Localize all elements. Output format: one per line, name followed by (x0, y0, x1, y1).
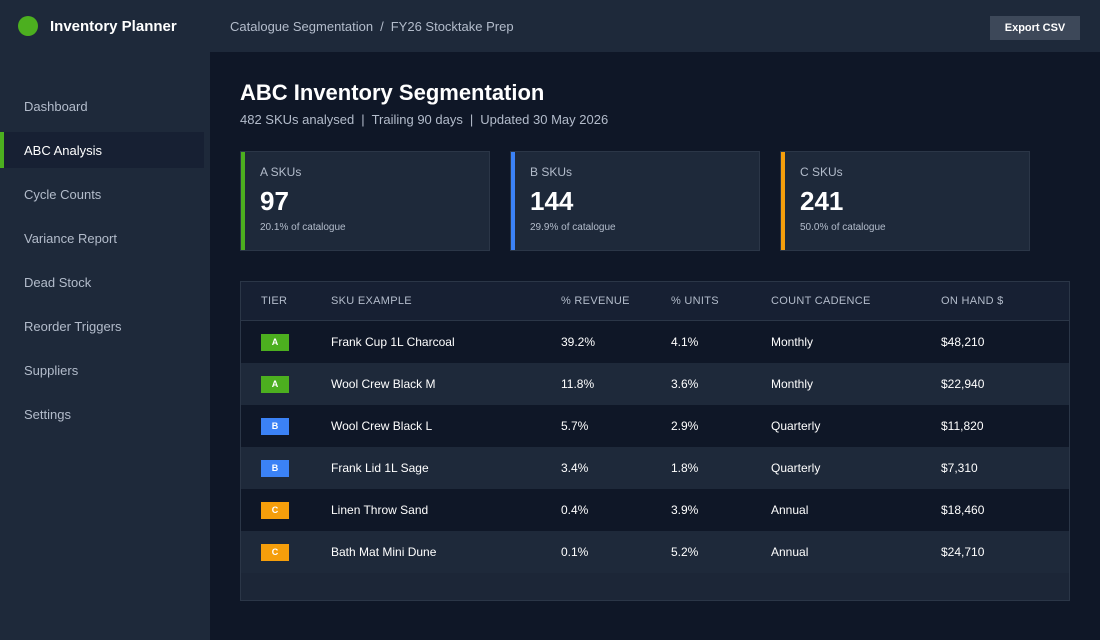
units-cell: 3.9% (671, 503, 699, 517)
sidebar-item-dead-stock[interactable]: Dead Stock (24, 274, 92, 290)
sidebar-item-abc-analysis[interactable]: ABC Analysis (0, 132, 204, 168)
card-label: B SKUs (530, 165, 573, 179)
column-header-revenue[interactable]: % REVENUE (561, 295, 630, 307)
sidebar-item-reorder-triggers[interactable]: Reorder Triggers (24, 318, 122, 334)
column-header-cadence[interactable]: COUNT CADENCE (771, 295, 871, 307)
on-hand-cell: $24,710 (941, 545, 985, 559)
cadence-cell: Annual (771, 545, 809, 559)
revenue-cell: 39.2% (561, 335, 596, 349)
sidebar-item-dashboard[interactable]: Dashboard (24, 98, 88, 114)
page-title: ABC Inventory Segmentation (240, 80, 545, 105)
cadence-cell: Quarterly (771, 419, 821, 433)
column-header-units[interactable]: % UNITS (671, 295, 719, 307)
card-label: C SKUs (800, 165, 843, 179)
breadcrumb-item-segmentation[interactable]: Catalogue Segmentation (230, 18, 374, 34)
card-value: 241 (800, 186, 844, 216)
table-row[interactable]: A Frank Cup 1L Charcoal 39.2% 4.1% Month… (241, 321, 1069, 363)
table-header: TIER SKU EXAMPLE % REVENUE % UNITS COUNT… (241, 282, 1069, 321)
tier-badge: B (261, 459, 289, 477)
units-cell: 2.9% (671, 419, 699, 433)
tier-cell: A (241, 375, 331, 393)
tier-cell: B (241, 459, 331, 477)
card-label: A SKUs (260, 165, 302, 179)
main-content: ABC Inventory Segmentation 482 SKUs anal… (240, 52, 1070, 601)
on-hand-cell: $11,820 (941, 419, 984, 433)
tier-badge: C (261, 543, 289, 561)
summary-cards: A SKUs 97 20.1% of catalogue B SKUs 144 … (240, 151, 1070, 251)
breadcrumb-item-current: FY26 Stocktake Prep (390, 18, 514, 34)
revenue-cell: 3.4% (561, 461, 589, 475)
table-row[interactable]: B Frank Lid 1L Sage 3.4% 1.8% Quarterly … (241, 447, 1069, 489)
cadence-cell: Quarterly (771, 461, 821, 475)
tier-badge: A (261, 333, 289, 351)
revenue-cell: 0.4% (561, 503, 589, 517)
sidebar-item-suppliers[interactable]: Suppliers (24, 362, 79, 378)
units-cell: 1.8% (671, 461, 699, 475)
cadence-cell: Annual (771, 503, 809, 517)
sku-cell: Frank Lid 1L Sage (331, 461, 429, 475)
subtitle-separator: | (361, 112, 365, 127)
sku-count-text: 482 SKUs analysed (240, 112, 355, 127)
segmentation-table: TIER SKU EXAMPLE % REVENUE % UNITS COUNT… (240, 281, 1070, 601)
table-row[interactable]: A Wool Crew Black M 11.8% 3.6% Monthly $… (241, 363, 1069, 405)
page-subtitle: 482 SKUs analysed | Trailing 90 days | U… (240, 112, 1070, 127)
breadcrumb-separator: / (380, 18, 384, 34)
app-title: Inventory Planner (50, 17, 177, 35)
card-accent (241, 152, 245, 250)
tier-badge: A (261, 375, 289, 393)
sku-cell: Frank Cup 1L Charcoal (331, 335, 455, 349)
on-hand-cell: $18,460 (941, 503, 985, 517)
card-accent (511, 152, 515, 250)
updated-text: Updated 30 May 2026 (480, 112, 609, 127)
column-header-sku[interactable]: SKU EXAMPLE (331, 295, 412, 307)
sidebar-item-variance-report[interactable]: Variance Report (24, 230, 117, 246)
logo-icon (18, 16, 38, 36)
revenue-cell: 0.1% (561, 545, 589, 559)
column-header-tier[interactable]: TIER (261, 295, 288, 307)
units-cell: 5.2% (671, 545, 699, 559)
column-header-on-hand[interactable]: ON HAND $ (941, 295, 1004, 307)
table-row[interactable]: C Linen Throw Sand 0.4% 3.9% Annual $18,… (241, 489, 1069, 531)
sidebar-item-settings[interactable]: Settings (24, 406, 71, 422)
revenue-cell: 11.8% (561, 377, 595, 391)
units-cell: 3.6% (671, 377, 699, 391)
tier-cell: A (241, 333, 331, 351)
export-csv-button[interactable]: Export CSV (990, 16, 1080, 40)
card-accent (781, 152, 785, 250)
card-b-skus: B SKUs 144 29.9% of catalogue (510, 151, 760, 251)
tier-cell: C (241, 543, 331, 561)
period-text: Trailing 90 days (371, 112, 463, 127)
sku-cell: Wool Crew Black L (331, 419, 433, 433)
tier-badge: C (261, 501, 289, 519)
tier-cell: B (241, 417, 331, 435)
sidebar: Dashboard ABC Analysis Cycle Counts Vari… (0, 52, 210, 640)
sku-cell: Wool Crew Black M (331, 377, 436, 391)
sku-cell: Bath Mat Mini Dune (331, 545, 437, 559)
breadcrumb: Catalogue Segmentation / FY26 Stocktake … (210, 19, 514, 34)
brand[interactable]: Inventory Planner (0, 16, 210, 36)
card-note: 50.0% of catalogue (800, 222, 886, 233)
on-hand-cell: $7,310 (941, 461, 978, 475)
table-row[interactable]: B Wool Crew Black L 5.7% 2.9% Quarterly … (241, 405, 1069, 447)
cadence-cell: Monthly (771, 335, 814, 349)
card-value: 97 (260, 186, 289, 216)
revenue-cell: 5.7% (561, 419, 589, 433)
subtitle-separator: | (469, 112, 474, 127)
sidebar-nav: Dashboard ABC Analysis Cycle Counts Vari… (0, 52, 210, 432)
sidebar-item-cycle-counts[interactable]: Cycle Counts (24, 186, 102, 202)
units-cell: 4.1% (671, 335, 699, 349)
sku-cell: Linen Throw Sand (331, 503, 429, 517)
cadence-cell: Monthly (771, 377, 814, 391)
card-value: 144 (530, 186, 574, 216)
on-hand-cell: $48,210 (941, 335, 985, 349)
card-c-skus: C SKUs 241 50.0% of catalogue (780, 151, 1030, 251)
top-bar: Inventory Planner Catalogue Segmentation… (0, 0, 1100, 52)
table-row[interactable]: C Bath Mat Mini Dune 0.1% 5.2% Annual $2… (241, 531, 1069, 573)
on-hand-cell: $22,940 (941, 377, 985, 391)
card-note: 29.9% of catalogue (530, 222, 616, 233)
tier-cell: C (241, 501, 331, 519)
tier-badge: B (261, 417, 289, 435)
card-note: 20.1% of catalogue (260, 222, 346, 233)
card-a-skus: A SKUs 97 20.1% of catalogue (240, 151, 490, 251)
